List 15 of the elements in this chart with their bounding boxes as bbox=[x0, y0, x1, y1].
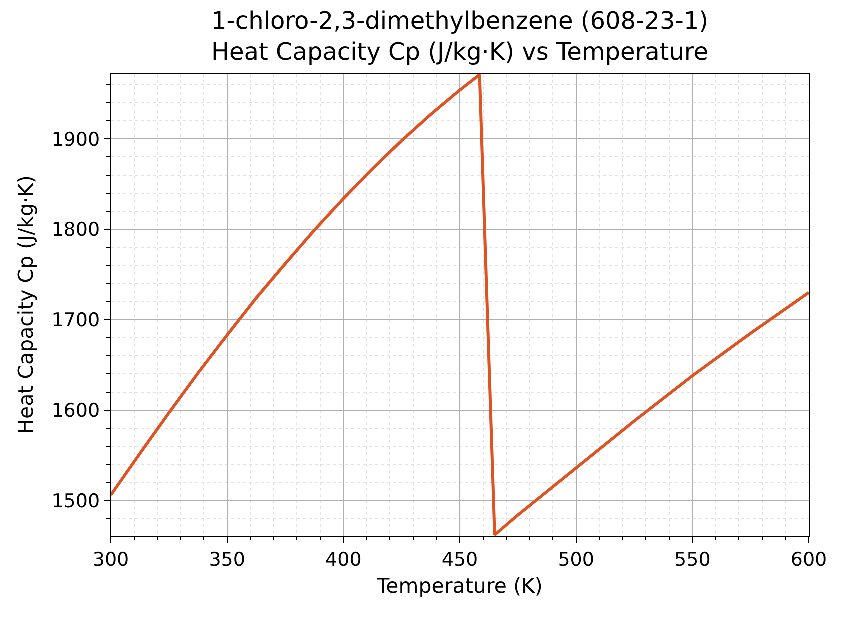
y-axis-title: Heat Capacity Cp (J/kg·K) bbox=[14, 176, 38, 434]
y-tick-label: 1900 bbox=[52, 128, 100, 151]
x-tick-label: 450 bbox=[442, 548, 478, 571]
x-tick-label: 350 bbox=[209, 548, 246, 571]
y-tick-label: 1600 bbox=[52, 400, 100, 422]
x-axis-title: Temperature (K) bbox=[376, 574, 543, 598]
y-tick-label: 1500 bbox=[52, 490, 100, 512]
y-tick-label: 1800 bbox=[52, 219, 100, 242]
chart-title: 1-chloro-2,3-dimethylbenzene (608-23-1) Heat Capacity Cp (J/kg·K) vs Temperature bbox=[211, 7, 709, 66]
x-tick-label: 500 bbox=[558, 548, 594, 571]
x-tick-label: 400 bbox=[326, 548, 362, 571]
x-tick-label: 550 bbox=[674, 548, 711, 571]
y-tick-label: 1700 bbox=[52, 310, 100, 332]
x-tick-label: 600 bbox=[790, 548, 828, 571]
x-tick-label: 300 bbox=[92, 548, 130, 571]
